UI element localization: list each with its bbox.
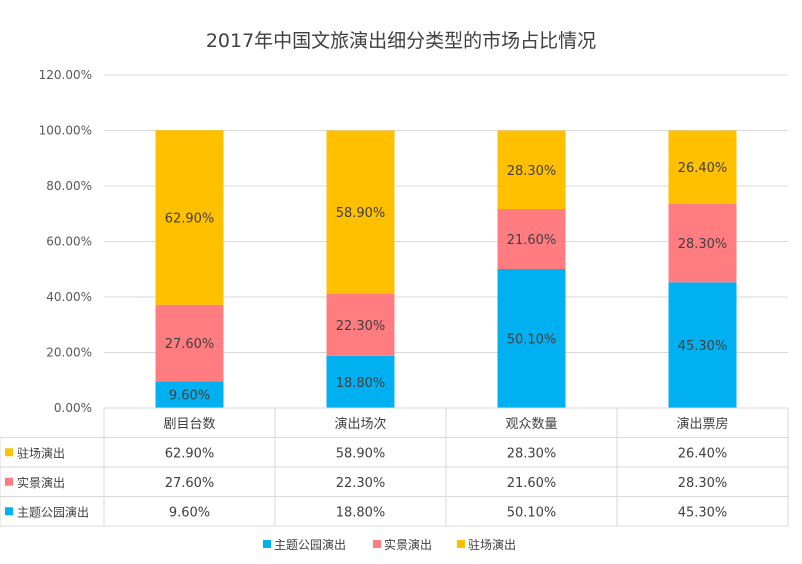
data-label: 62.90% xyxy=(165,211,215,226)
y-tick-label: 60.00% xyxy=(46,235,92,249)
data-label: 28.30% xyxy=(678,237,728,252)
table-row-label: 主题公园演出 xyxy=(17,504,89,519)
data-label: 58.90% xyxy=(336,206,386,221)
data-label: 28.30% xyxy=(507,164,557,179)
table-cell: 28.30% xyxy=(507,446,557,461)
table-cell: 45.30% xyxy=(678,505,728,520)
legend-label: 主题公园演出 xyxy=(274,537,346,552)
y-tick-label: 40.00% xyxy=(46,290,92,304)
bar-segment xyxy=(326,293,395,356)
chart-title: 2017年中国文旅演出细分类型的市场占比情况 xyxy=(206,30,596,52)
data-label: 45.30% xyxy=(678,339,728,354)
data-label: 18.80% xyxy=(336,376,386,391)
table-legend-key xyxy=(5,477,13,486)
x-tick-label: 剧目台数 xyxy=(163,417,215,432)
table-cell: 62.90% xyxy=(165,446,215,461)
bar-segment xyxy=(155,130,224,305)
bar-segment xyxy=(668,130,737,204)
bar-segment xyxy=(668,203,737,283)
table-cell: 27.60% xyxy=(165,476,215,491)
table-cell: 26.40% xyxy=(678,446,728,461)
bar-segment xyxy=(155,304,224,382)
data-label: 22.30% xyxy=(336,319,386,334)
table-row-label: 实景演出 xyxy=(17,475,65,490)
bar-segment xyxy=(155,381,224,408)
data-label: 26.40% xyxy=(678,161,728,176)
legend-label: 实景演出 xyxy=(384,537,432,552)
table-cell: 18.80% xyxy=(336,505,386,520)
table-cell: 28.30% xyxy=(678,476,728,491)
legend-key xyxy=(457,540,465,548)
y-tick-label: 80.00% xyxy=(46,179,92,193)
table-cell: 9.60% xyxy=(169,505,210,520)
data-label: 9.60% xyxy=(169,389,210,404)
bar-segment xyxy=(326,130,395,294)
y-tick-label: 0.00% xyxy=(54,401,92,415)
bar-segment xyxy=(497,268,566,408)
table-legend-key xyxy=(5,448,13,457)
legend-key xyxy=(263,540,271,548)
bar-segment xyxy=(326,355,395,408)
y-tick-label: 100.00% xyxy=(39,124,92,138)
legend-key xyxy=(373,540,381,548)
table-cell: 58.90% xyxy=(336,446,386,461)
table-row-label: 驻场演出 xyxy=(17,445,65,460)
data-label: 50.10% xyxy=(507,332,557,347)
bar-segment xyxy=(497,130,566,210)
legend-label: 驻场演出 xyxy=(468,537,516,552)
x-tick-label: 演出场次 xyxy=(334,416,386,432)
x-tick-label: 演出票房 xyxy=(676,416,728,432)
y-tick-label: 20.00% xyxy=(46,346,92,360)
table-cell: 22.30% xyxy=(336,476,386,491)
table-legend-key xyxy=(5,507,13,516)
bar-segment xyxy=(668,282,737,408)
bar-segment xyxy=(497,209,566,269)
data-label: 21.60% xyxy=(507,233,557,248)
x-tick-label: 观众数量 xyxy=(505,417,557,432)
table-cell: 50.10% xyxy=(507,505,557,520)
table-cell: 21.60% xyxy=(507,476,557,491)
y-tick-label: 120.00% xyxy=(39,68,92,82)
data-label: 27.60% xyxy=(165,337,215,352)
